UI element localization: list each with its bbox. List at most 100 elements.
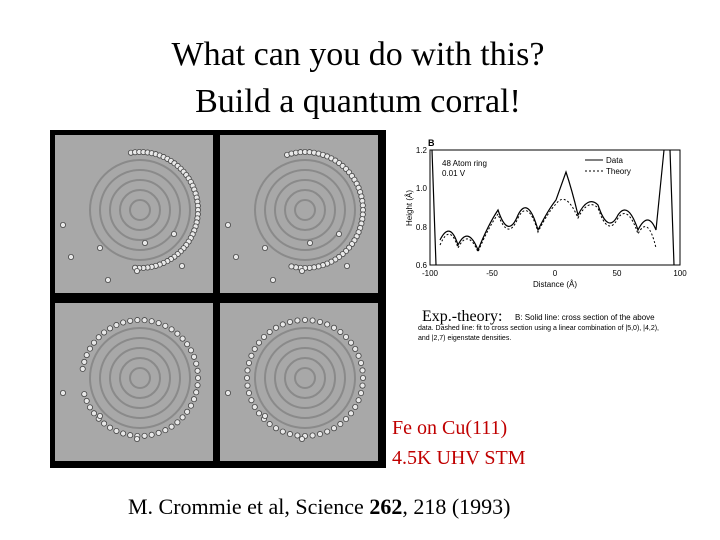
citation-text: M. Crommie et al, Science [128, 494, 369, 519]
fe-atom [224, 221, 231, 228]
fe-atom [174, 419, 181, 426]
fe-atom [133, 267, 140, 274]
standing-wave [254, 327, 356, 429]
plot-frame [429, 149, 681, 266]
fe-atom [306, 239, 313, 246]
caption-line: data. Dashed line: fit to cross section … [418, 325, 659, 332]
fe-atom [101, 329, 108, 336]
fe-atom [272, 425, 279, 432]
y-tick-label: 1.2 [416, 146, 428, 155]
fe-atom [294, 317, 301, 324]
panel-letter: B [428, 138, 435, 148]
fe-atom [245, 359, 252, 366]
plot: B 48 Atom ring 0.01 V Data Theory 1.2 1.… [405, 138, 687, 342]
fe-atom [148, 431, 155, 438]
fe-atom [86, 404, 93, 411]
fe-atom [243, 374, 250, 381]
fe-atom [81, 358, 88, 365]
legend-entry: Theory [606, 167, 631, 176]
fe-atom [178, 262, 185, 269]
fe-atom [191, 396, 198, 403]
fe-atom [261, 244, 268, 251]
fe-atom [337, 328, 344, 335]
standing-wave [89, 327, 191, 429]
fe-atom [113, 427, 120, 434]
fe-atom [358, 390, 365, 397]
standing-wave [99, 169, 181, 251]
fe-atom [309, 432, 316, 439]
fe-atom [224, 389, 231, 396]
y-tick-label: 0.6 [416, 261, 428, 270]
fe-atom [194, 374, 201, 381]
theory-curve [439, 198, 657, 254]
fe-atom [191, 353, 198, 360]
fe-atom [179, 414, 186, 421]
standing-wave [274, 179, 336, 241]
fe-atom [286, 318, 293, 325]
fe-atom [141, 317, 148, 324]
fe-atom [248, 397, 255, 404]
fe-atom [324, 428, 331, 435]
fe-atom [168, 326, 175, 333]
fe-atom [107, 325, 114, 332]
fe-atom [127, 432, 134, 439]
fe-atom [309, 317, 316, 324]
legend-entry: Data [606, 156, 623, 165]
y-tick-label: 1.0 [416, 184, 428, 193]
x-tick-label: -100 [422, 269, 439, 278]
standing-wave [129, 367, 151, 389]
fe-atom [162, 427, 169, 434]
standing-wave [264, 337, 346, 419]
fe-atom [97, 412, 104, 419]
fe-atom [251, 345, 258, 352]
fe-atom [90, 410, 97, 417]
fe-atom [120, 319, 127, 326]
fe-atom [60, 389, 67, 396]
standing-wave [254, 159, 356, 261]
fe-atom [105, 276, 112, 283]
fe-atom [337, 421, 344, 428]
fe-atom [352, 403, 359, 410]
fe-atom [286, 431, 293, 438]
fe-atom [279, 321, 286, 328]
fe-atom [184, 341, 191, 348]
fe-atom [141, 432, 148, 439]
fe-atom [255, 339, 262, 346]
fe-atom [187, 347, 194, 354]
fe-atom [232, 253, 239, 260]
fe-atom [107, 424, 114, 431]
standing-wave [284, 357, 326, 399]
fe-atom [174, 330, 181, 337]
citation-volume: 262 [369, 494, 402, 519]
fe-atom [343, 262, 350, 269]
fe-atom [79, 365, 86, 372]
standing-wave [89, 159, 191, 261]
fe-atom [184, 408, 191, 415]
legend-note: 0.01 V [442, 169, 466, 178]
fe-atom [279, 428, 286, 435]
fe-atom [255, 410, 262, 417]
fe-atom [179, 335, 186, 342]
fe-atom [155, 429, 162, 436]
citation: M. Crommie et al, Science 262, 218 (1993… [128, 494, 510, 519]
overlay-label: Exp.-theory: [422, 308, 502, 325]
fe-atom [148, 318, 155, 325]
fe-atom [352, 345, 359, 352]
fe-atom [244, 382, 251, 389]
fe-atom [86, 345, 93, 352]
standing-wave [129, 199, 151, 221]
fe-atom [251, 403, 258, 410]
fe-atom [272, 324, 279, 331]
x-tick-label: 50 [613, 269, 622, 278]
fe-atom [355, 397, 362, 404]
fe-atom [359, 367, 366, 374]
x-tick-label: -50 [486, 269, 498, 278]
y-tick-label: 0.8 [416, 223, 428, 232]
fe-atom [133, 435, 140, 442]
fe-atom [330, 324, 337, 331]
fe-atom [266, 328, 273, 335]
conditions-line: 4.5K UHV STM [392, 447, 526, 469]
standing-wave [294, 199, 316, 221]
fe-atom [170, 230, 177, 237]
